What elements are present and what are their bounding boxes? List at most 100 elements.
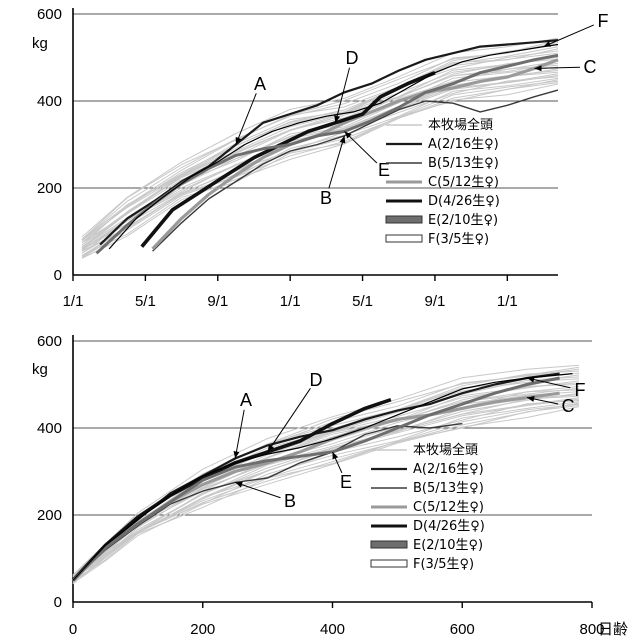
x-tick-label: 400 <box>320 621 345 638</box>
herd-line <box>72 376 580 581</box>
annotation-label: D <box>346 48 359 68</box>
x-tick-label: 600 <box>450 621 475 638</box>
y-tick-label: 400 <box>37 420 62 437</box>
legend-label: 本牧場全頭 <box>428 117 493 133</box>
annotation-label: D <box>310 370 323 390</box>
herd-line <box>81 83 559 259</box>
legend-label: B(5/13生♀) <box>428 156 499 171</box>
herd-line <box>81 56 559 244</box>
series-line-E <box>71 376 560 582</box>
series-line-B <box>72 422 463 581</box>
annotation-arrowhead <box>534 65 542 72</box>
annotation-arrowhead <box>332 451 339 460</box>
y-tick-label: 0 <box>54 594 62 611</box>
legend-swatch <box>370 559 408 568</box>
series-line-B <box>152 89 559 252</box>
annotation-arrowhead <box>267 444 274 452</box>
series-line-F <box>72 373 573 581</box>
annotation-arrow <box>234 409 245 459</box>
annotation-arrowhead <box>527 376 535 383</box>
annotation-label: E <box>378 160 390 180</box>
legend-label: A(2/16生♀) <box>413 462 484 477</box>
annotation-arrowhead <box>339 135 346 144</box>
legend-label: 本牧場全頭 <box>413 442 478 458</box>
annotation-label: A <box>254 74 266 94</box>
annotation-arrowhead <box>235 136 242 145</box>
y-tick-label: 600 <box>37 6 62 23</box>
herd-line <box>81 39 559 240</box>
annotation-arrow <box>328 135 345 189</box>
x-tick-label: 5/1 <box>135 293 156 310</box>
herd-line <box>72 380 580 581</box>
y-axis-unit: kg <box>32 361 48 378</box>
y-axis-unit: kg <box>32 35 48 52</box>
annotation-arrowhead <box>543 41 552 47</box>
annotation-arrow <box>534 66 581 69</box>
legend-label: A(2/16生♀) <box>428 137 499 152</box>
x-axis-label: 日齢 <box>598 621 628 638</box>
legend-label: C(5/12生♀) <box>413 500 484 515</box>
herd-line <box>72 394 580 580</box>
herd-line <box>72 385 580 578</box>
annotation-label: E <box>340 472 352 492</box>
herd-line <box>72 391 580 580</box>
annotation-label: B <box>320 188 332 208</box>
annotation-arrow <box>527 377 571 389</box>
x-tick-label: 9/1 <box>425 293 446 310</box>
annotation-label: B <box>284 491 296 511</box>
herd-line <box>72 406 580 584</box>
annotation-label: F <box>598 11 609 31</box>
legend-swatch <box>385 234 423 243</box>
herd-line <box>81 80 559 259</box>
series-line-A <box>99 39 559 246</box>
legend-label: F(3/5生♀) <box>428 232 489 247</box>
annotation-arrow <box>235 481 281 499</box>
annotation-label: F <box>575 380 586 400</box>
y-tick-label: 200 <box>37 507 62 524</box>
x-tick-label: 9/1 <box>207 293 228 310</box>
annotation-label: C <box>584 57 597 77</box>
legend-label: C(5/12生♀) <box>428 175 499 190</box>
herd-line <box>72 372 580 579</box>
annotation-arrowhead <box>235 481 243 488</box>
annotation-arrow <box>334 67 351 123</box>
herd-line <box>81 46 559 243</box>
x-tick-label: 1/1 <box>63 293 84 310</box>
series-line-C <box>71 391 560 582</box>
series-line-D <box>140 71 436 248</box>
y-tick-label: 400 <box>37 93 62 110</box>
legend-label: D(4/26生♀) <box>428 194 500 209</box>
x-tick-label: 1/1 <box>497 293 518 310</box>
annotation-label: C <box>562 396 575 416</box>
legend-label: D(4/26生♀) <box>413 519 485 534</box>
series-line-F <box>108 43 559 250</box>
annotation-arrow <box>344 131 378 164</box>
y-tick-label: 0 <box>54 267 62 284</box>
x-tick-label: 800 <box>579 621 604 638</box>
annotation-arrowhead <box>334 115 341 123</box>
annotation-arrow <box>267 388 311 453</box>
herd-line <box>81 52 559 242</box>
legend-label: E(2/10生♀) <box>413 538 483 553</box>
x-tick-label: 200 <box>190 621 215 638</box>
annotation-arrowhead <box>527 396 535 402</box>
annotation-arrow <box>543 24 595 48</box>
x-tick-label: 0 <box>69 621 77 638</box>
legend-label: B(5/13生♀) <box>413 481 484 496</box>
annotation-arrow <box>235 93 257 145</box>
herd-line <box>81 37 559 238</box>
chart-panel-top: 0 200 400 600 kg 1/1 5/1 9/1 1/1 5/1 9/1 1/1 A B C D E F 本… <box>32 6 609 310</box>
legend-label: F(3/5生♀) <box>413 557 474 572</box>
herd-line <box>72 402 580 580</box>
herd-line <box>72 403 580 585</box>
legend-swatch <box>370 540 408 549</box>
legend-swatch <box>385 215 423 224</box>
annotation-arrowhead <box>344 131 352 139</box>
legend-label: E(2/10生♀) <box>428 213 498 228</box>
annotation-arrowhead <box>233 451 240 459</box>
x-tick-label: 1/1 <box>280 293 301 310</box>
herd-line <box>72 364 580 576</box>
x-tick-label: 5/1 <box>352 293 373 310</box>
